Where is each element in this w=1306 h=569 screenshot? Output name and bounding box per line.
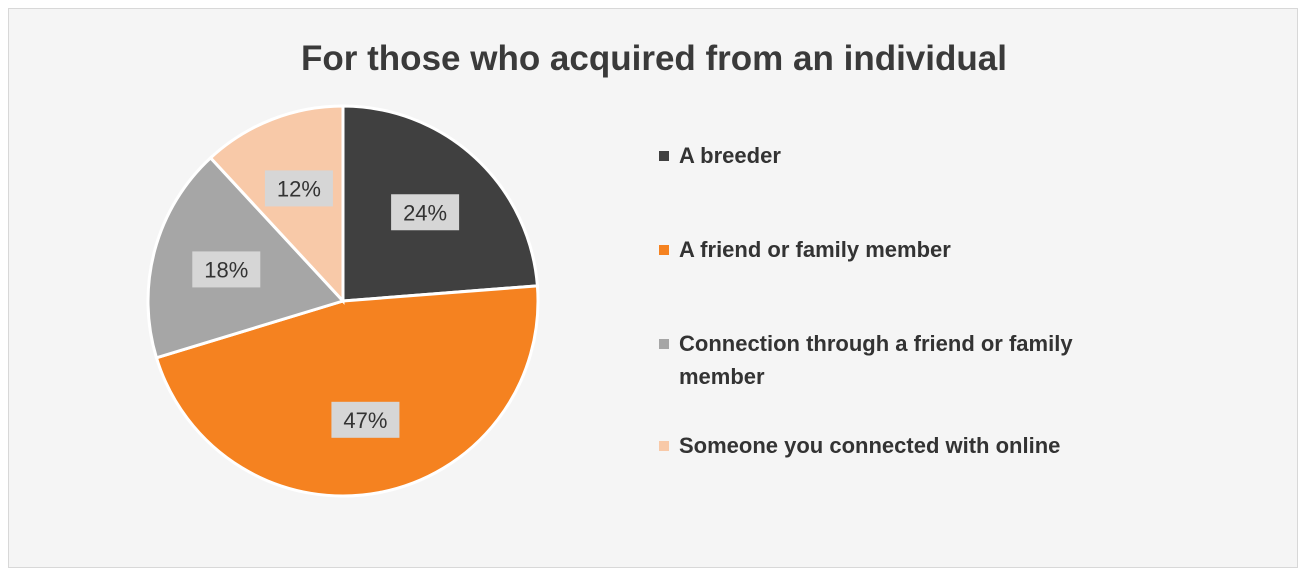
chart-frame: For those who acquired from an individua…	[8, 8, 1298, 568]
data-label-text: 12%	[277, 176, 321, 201]
legend-label: A breeder	[679, 143, 781, 168]
slice-friend-or-family	[154, 284, 540, 498]
legend-label: A friend or family member	[679, 237, 951, 262]
legend-item-breeder: A breeder	[659, 139, 1119, 172]
legend-label: Someone you connected with online	[679, 433, 1061, 458]
legend-swatch-online	[659, 441, 669, 451]
legend-item-connection: Connection through a friend or family me…	[659, 327, 1079, 393]
data-label-connection: 18%	[192, 251, 261, 288]
data-label-text: 47%	[343, 408, 387, 433]
data-label-online: 12%	[264, 170, 333, 207]
data-label-text: 18%	[204, 257, 248, 282]
legend-item-friend-or-family: A friend or family member	[659, 233, 1119, 266]
legend-item-online: Someone you connected with online	[659, 429, 1119, 462]
data-label-box	[391, 194, 460, 231]
data-label-breeder: 24%	[391, 194, 460, 231]
data-label-text: 24%	[403, 200, 447, 225]
chart-title: For those who acquired from an individua…	[301, 39, 1007, 78]
legend-swatch-breeder	[659, 151, 669, 161]
data-label-box	[331, 401, 400, 438]
pie-chart: 24% 47% 18% 12%	[146, 104, 540, 498]
data-label-box	[264, 170, 333, 207]
legend-swatch-friend-or-family	[659, 245, 669, 255]
legend-swatch-connection	[659, 339, 669, 349]
data-label-box	[192, 251, 261, 288]
legend-label: Connection through a friend or family me…	[679, 331, 1073, 389]
data-label-friend-or-family: 47%	[331, 401, 400, 438]
